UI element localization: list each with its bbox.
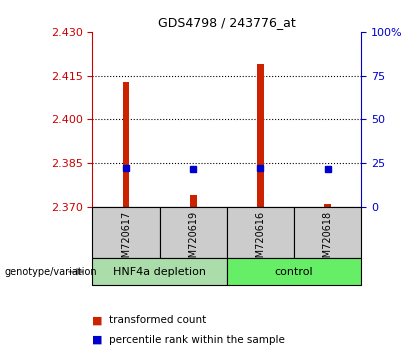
- Bar: [257, 64, 264, 207]
- Bar: [123, 81, 129, 207]
- Bar: [92, 207, 160, 258]
- Text: GSM720616: GSM720616: [255, 211, 265, 270]
- Bar: [324, 204, 331, 207]
- Text: control: control: [275, 267, 313, 277]
- Title: GDS4798 / 243776_at: GDS4798 / 243776_at: [158, 16, 296, 29]
- Text: genotype/variation: genotype/variation: [4, 267, 97, 277]
- Text: GSM720617: GSM720617: [121, 211, 131, 270]
- Bar: [190, 195, 197, 207]
- Bar: [92, 258, 227, 285]
- Text: HNF4a depletion: HNF4a depletion: [113, 267, 206, 277]
- Bar: [160, 207, 227, 258]
- Bar: [294, 207, 361, 258]
- Bar: [227, 207, 294, 258]
- Text: ■: ■: [92, 335, 103, 345]
- Text: transformed count: transformed count: [109, 315, 207, 325]
- Bar: [227, 258, 361, 285]
- Text: percentile rank within the sample: percentile rank within the sample: [109, 335, 285, 345]
- Text: GSM720618: GSM720618: [323, 211, 333, 270]
- Text: ■: ■: [92, 315, 103, 325]
- Text: GSM720619: GSM720619: [188, 211, 198, 270]
